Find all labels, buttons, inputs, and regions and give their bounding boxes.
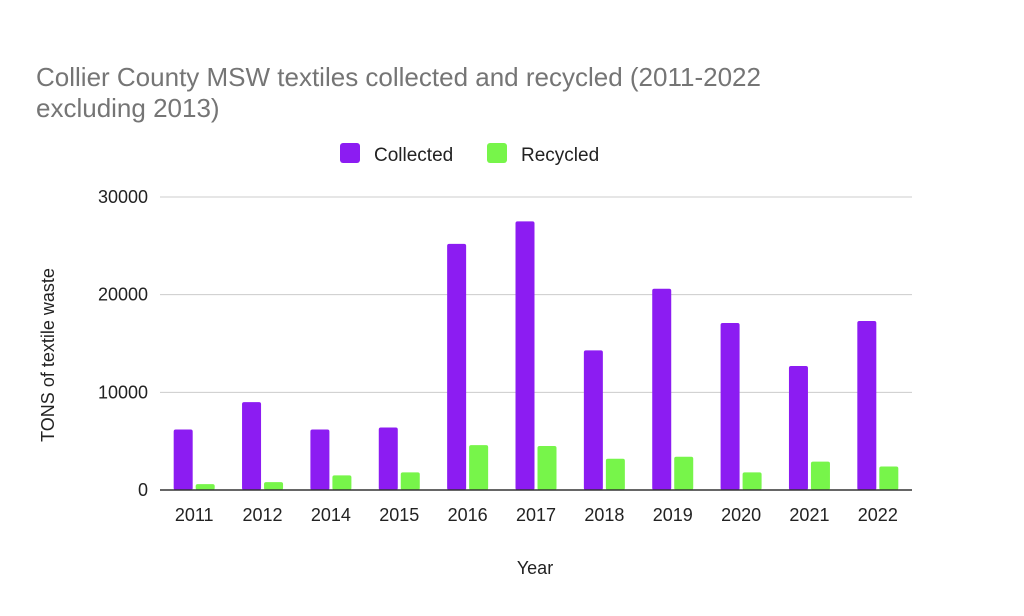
bar-recycled-2019 (674, 456, 694, 490)
bars (173, 221, 899, 490)
bar-collected-2019 (652, 288, 672, 490)
x-tick-label: 2022 (858, 505, 898, 525)
bar-recycled-2018 (605, 458, 625, 490)
gridlines (160, 196, 912, 393)
bar-recycled-2015 (400, 472, 420, 490)
y-axis-ticks: 0 10000 20000 30000 (98, 187, 148, 500)
chart-title: Collier County MSW textiles collected an… (36, 62, 761, 123)
bar-collected-2012 (242, 402, 262, 490)
bar-recycled-2016 (469, 445, 489, 490)
y-axis-label: TONS of textile waste (38, 268, 58, 442)
chart-title-line-1: Collier County MSW textiles collected an… (36, 62, 761, 92)
x-tick-label: 2011 (175, 505, 214, 525)
x-tick-label: 2014 (311, 505, 351, 525)
bar-collected-2020 (720, 322, 740, 490)
x-axis-ticks: 2011 2012 2014 2015 2016 2017 2018 2019 2020 2021… (175, 505, 898, 525)
bar-collected-2017 (515, 221, 535, 490)
bar-collected-2014 (310, 429, 330, 490)
chart-title-line-2: excluding 2013) (36, 93, 220, 123)
legend-swatch-recycled (487, 143, 507, 163)
x-tick-label: 2018 (584, 505, 624, 525)
bar-collected-2021 (788, 365, 808, 490)
x-tick-label: 2016 (448, 505, 488, 525)
bar-recycled-2014 (332, 475, 352, 490)
legend: Collected Recycled (340, 143, 599, 166)
legend-swatch-collected (340, 143, 360, 163)
bar-recycled-2021 (810, 461, 830, 490)
x-tick-label: 2017 (516, 505, 556, 525)
bar-recycled-2022 (879, 466, 899, 490)
y-tick-label: 10000 (98, 382, 148, 402)
y-tick-label: 20000 (98, 285, 148, 305)
x-tick-label: 2012 (243, 505, 283, 525)
legend-label-collected: Collected (374, 145, 453, 166)
legend-label-recycled: Recycled (521, 145, 599, 166)
bar-recycled-2017 (537, 446, 557, 490)
x-tick-label: 2015 (379, 505, 419, 525)
bar-recycled-2020 (742, 472, 762, 490)
bar-collected-2015 (378, 427, 398, 490)
bar-collected-2022 (857, 321, 877, 490)
bar-collected-2018 (583, 350, 603, 490)
bar-recycled-2012 (264, 482, 284, 490)
bar-collected-2011 (173, 429, 193, 490)
bar-collected-2016 (447, 243, 467, 490)
x-tick-label: 2020 (721, 505, 761, 525)
y-tick-label: 30000 (98, 187, 148, 207)
bar-recycled-2011 (195, 484, 215, 490)
x-axis-label: Year (517, 558, 553, 578)
x-tick-label: 2019 (653, 505, 693, 525)
x-tick-label: 2021 (789, 505, 829, 525)
y-tick-label: 0 (138, 480, 148, 500)
